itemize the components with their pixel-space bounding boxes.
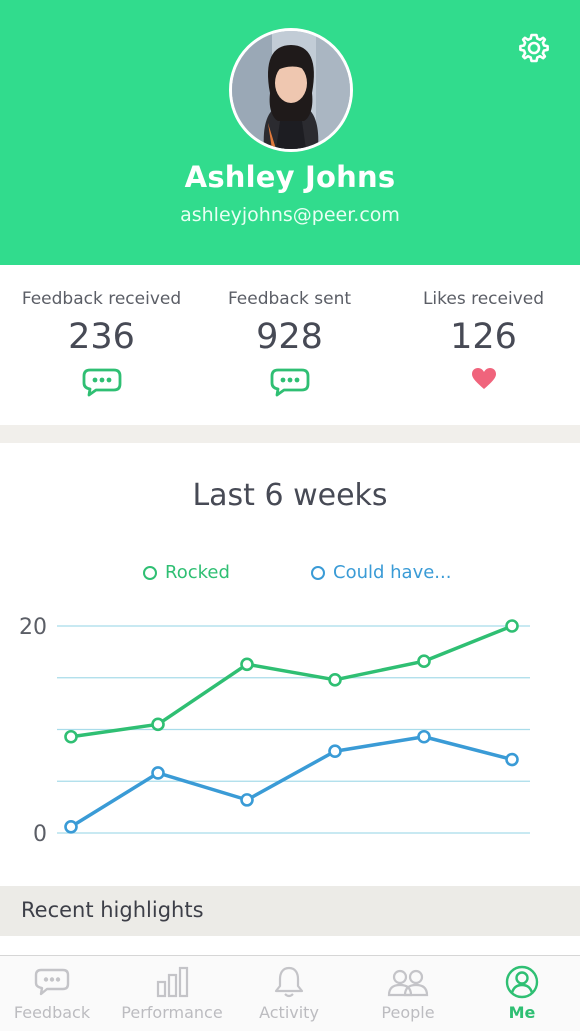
data-point (328, 673, 342, 687)
legend-rocked[interactable]: Rocked (143, 562, 230, 583)
line-chart: 0 20 (19, 615, 530, 847)
tab-performance[interactable]: Performance (114, 956, 230, 1031)
stat-value: 928 (256, 317, 323, 357)
tab-feedback[interactable]: Feedback (0, 956, 110, 1031)
bell-icon (274, 966, 304, 998)
recent-highlights-title: Recent highlights (21, 898, 204, 922)
section-divider (0, 425, 580, 443)
chart-title: Last 6 weeks (192, 478, 388, 513)
avatar[interactable] (229, 28, 353, 152)
tab-people[interactable]: People (350, 956, 466, 1031)
data-point (417, 654, 431, 668)
data-point (64, 819, 78, 834)
legend-dot-icon (311, 565, 325, 580)
tab-activity[interactable]: Activity (231, 956, 347, 1031)
data-point (151, 766, 165, 780)
tab-label: Performance (121, 1003, 223, 1022)
y-tick-label: 0 (33, 822, 47, 847)
data-point (505, 752, 519, 767)
data-point (240, 657, 254, 672)
heart-icon (472, 368, 496, 389)
stat-label: Feedback received (21, 289, 182, 309)
tab-bar: Feedback Performance Activity People (0, 955, 580, 1031)
legend-label: Could have... (333, 562, 452, 583)
data-point (417, 729, 431, 744)
legend-dot-icon (143, 565, 157, 580)
data-point (505, 619, 519, 633)
data-point (151, 717, 165, 732)
profile-name: Ashley Johns (184, 160, 396, 194)
recent-highlights-header: Recent highlights (0, 886, 580, 936)
avatar-photo (232, 31, 350, 149)
tab-label: Activity (259, 1003, 319, 1022)
chat-bubble-icon (34, 968, 70, 996)
settings-gear-icon[interactable] (518, 32, 550, 64)
legend-could-have[interactable]: Could have... (311, 562, 451, 583)
stats-panel: Feedback received 236 Feedback sent 928 … (0, 265, 580, 425)
y-tick-label: 20 (19, 615, 47, 640)
bar-chart-icon (156, 966, 189, 998)
profile-icon (505, 965, 539, 999)
stat-value: 236 (68, 317, 135, 357)
series-line-rocked (70, 624, 513, 739)
tab-label: Me (508, 1003, 536, 1022)
series-line-could-have (70, 734, 513, 829)
data-point (328, 744, 342, 759)
chat-bubble-icon (270, 368, 310, 397)
stat-label: Likes received (422, 289, 545, 309)
people-icon (387, 969, 429, 997)
data-point (64, 729, 78, 744)
stat-value: 126 (450, 317, 517, 357)
tab-me[interactable]: Me (464, 956, 580, 1031)
chat-bubble-icon (82, 368, 122, 397)
profile-header: Ashley Johns ashleyjohns@peer.com (0, 0, 580, 265)
profile-email: ashleyjohns@peer.com (180, 204, 400, 226)
tab-label: Feedback (13, 1003, 91, 1022)
stat-label: Feedback sent (227, 289, 352, 309)
tab-label: People (381, 1003, 435, 1022)
data-point (240, 793, 254, 807)
legend-label: Rocked (165, 562, 230, 583)
